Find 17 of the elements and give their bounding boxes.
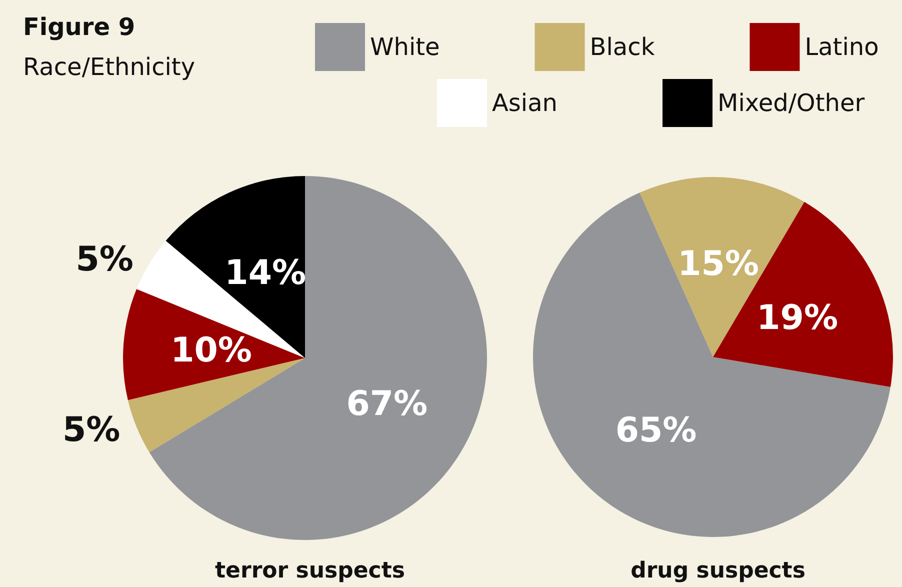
- slice-label: terror suspects: [215, 558, 405, 584]
- data-label: 10%: [170, 330, 252, 371]
- data-label: 14%: [224, 252, 306, 293]
- data-label: 15%: [678, 244, 759, 284]
- data-label: 5%: [76, 240, 134, 280]
- legend-label: White: [370, 33, 440, 61]
- legend-label: Latino: [804, 33, 879, 61]
- data-label: 19%: [756, 298, 838, 338]
- chart-title: Figure 9: [23, 13, 136, 41]
- data-label: 67%: [346, 384, 428, 424]
- legend-label: Mixed/Other: [718, 89, 865, 117]
- data-label: 5%: [62, 410, 120, 450]
- data-label: 65%: [615, 410, 697, 451]
- legend-label: Black: [590, 33, 655, 61]
- text: Race/Ethnicity: [23, 53, 196, 81]
- slice-label: drug suspects: [630, 558, 806, 584]
- legend-label: Asian: [492, 89, 558, 117]
